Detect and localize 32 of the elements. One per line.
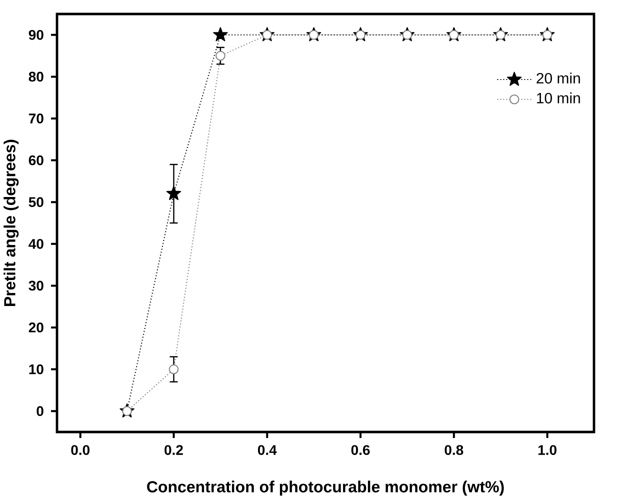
y-tick-label: 90 xyxy=(28,30,44,40)
y-tick-label: 60 xyxy=(28,155,44,166)
point xyxy=(496,30,506,40)
y-tick-label: 80 xyxy=(28,72,44,82)
x-tick-label: 1.0 xyxy=(538,445,556,455)
y-axis-title: Pretilt angle (degrees) xyxy=(4,140,19,306)
x-tick-label: 0.8 xyxy=(444,445,464,455)
legend-label: 10 min xyxy=(537,92,580,104)
y-tick-label: 30 xyxy=(28,280,44,291)
point xyxy=(262,30,272,40)
point xyxy=(166,186,182,200)
point xyxy=(308,30,319,40)
y-tick-label: 10 xyxy=(29,364,44,374)
point xyxy=(356,30,366,40)
point xyxy=(168,364,179,374)
point xyxy=(213,27,228,42)
x-tick-label: 0.6 xyxy=(351,445,370,455)
y-tick-label: 50 xyxy=(28,197,44,208)
x-tick-label: 0.0 xyxy=(71,445,90,455)
x-tick-label: 0.2 xyxy=(164,445,183,455)
point xyxy=(542,30,552,40)
y-tick-label: 20 xyxy=(28,322,44,332)
point xyxy=(449,30,459,40)
point xyxy=(216,50,226,61)
x-axis-title: Concentration of photocurable monomer (wt%) xyxy=(147,480,504,496)
y-tick-label: 70 xyxy=(28,114,44,124)
legend-label: 20 min xyxy=(536,72,580,84)
point xyxy=(402,30,412,40)
y-tick-label: 0 xyxy=(36,406,44,416)
point xyxy=(122,406,132,416)
y-tick-label: 40 xyxy=(28,238,44,249)
x-tick-label: 0.4 xyxy=(258,445,277,455)
